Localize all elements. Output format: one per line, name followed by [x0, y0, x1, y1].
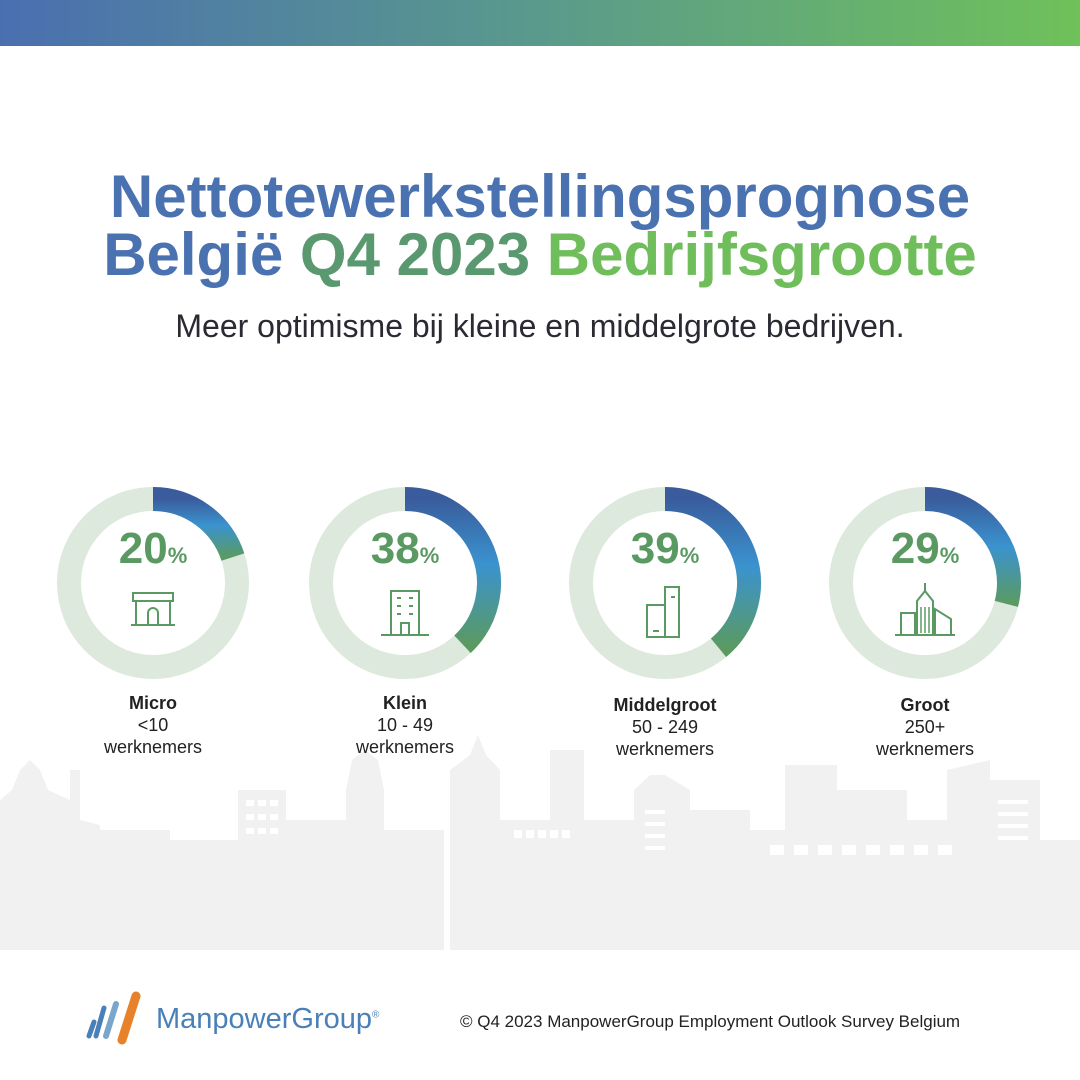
employee-unit: werknemers [103, 737, 203, 757]
employee-range: 10 - 49 [376, 715, 434, 735]
twin-tower-icon [646, 586, 680, 638]
donut-value-arc [404, 487, 501, 653]
office-building-icon [381, 590, 429, 636]
brand-name: ManpowerGroup® [156, 1003, 379, 1036]
brand-text: ManpowerGroup [156, 1003, 372, 1035]
percent-sign: % [420, 543, 440, 568]
page-title-line2: België Q4 2023 Bedrijfsgrootte [0, 224, 1080, 286]
company-size-name: Middelgroot [613, 695, 717, 715]
manpowergroup-logo-icon [86, 991, 141, 1045]
employee-unit: werknemers [615, 739, 715, 759]
donut-percent-label: 39% [631, 524, 700, 573]
donut-middelgroot: 39% [569, 487, 761, 679]
employee-range: 250+ [904, 717, 946, 737]
top-gradient-bar [0, 0, 1080, 46]
donut-percent-label: 38% [371, 524, 440, 573]
donut-percent-label: 20% [119, 524, 188, 573]
company-size-name: Groot [900, 695, 950, 715]
donut-value-arc [152, 487, 245, 562]
shop-icon [131, 592, 175, 626]
donut-caption: Klein 10 - 49 werknemers [295, 692, 515, 758]
donut-micro: 20% [57, 487, 249, 679]
title-quarter: Q4 2023 [299, 221, 531, 288]
title-topic: Bedrijfsgrootte [546, 221, 977, 288]
page-title-line1: Nettotewerkstellingsprognose [109, 163, 971, 230]
percent-sign: % [680, 543, 700, 568]
donut-klein: 38% [309, 487, 501, 679]
employee-range: <10 [137, 715, 169, 735]
employee-range: 50 - 249 [631, 717, 699, 737]
footer [0, 950, 1080, 1080]
copyright-text: © Q4 2023 ManpowerGroup Employment Outlo… [460, 1012, 961, 1031]
skyscraper-icon [895, 583, 955, 636]
donut-caption: Micro <10 werknemers [43, 692, 263, 758]
donut-chart-group: 20% 38% 39% 29% [57, 487, 1021, 679]
donut-value-arc [924, 487, 1021, 607]
page-subtitle: Meer optimisme bij kleine en middelgrote… [175, 308, 905, 344]
percent-value: 39 [631, 524, 680, 573]
company-size-name: Klein [382, 693, 427, 713]
donut-groot: 29% [829, 487, 1021, 679]
city-skyline-background [0, 735, 1080, 950]
percent-value: 38 [371, 524, 420, 573]
percent-sign: % [940, 543, 960, 568]
employee-unit: werknemers [355, 737, 455, 757]
percent-sign: % [168, 543, 188, 568]
company-size-name: Micro [128, 693, 177, 713]
title-country: België [103, 221, 284, 288]
percent-value: 20 [119, 524, 168, 573]
percent-value: 29 [891, 524, 940, 573]
donut-caption: Groot 250+ werknemers [815, 694, 1035, 760]
donut-caption: Middelgroot 50 - 249 werknemers [555, 694, 775, 760]
donut-percent-label: 29% [891, 524, 960, 573]
registered-mark: ® [372, 1009, 380, 1021]
employee-unit: werknemers [875, 739, 975, 759]
donut-value-arc [664, 487, 761, 657]
